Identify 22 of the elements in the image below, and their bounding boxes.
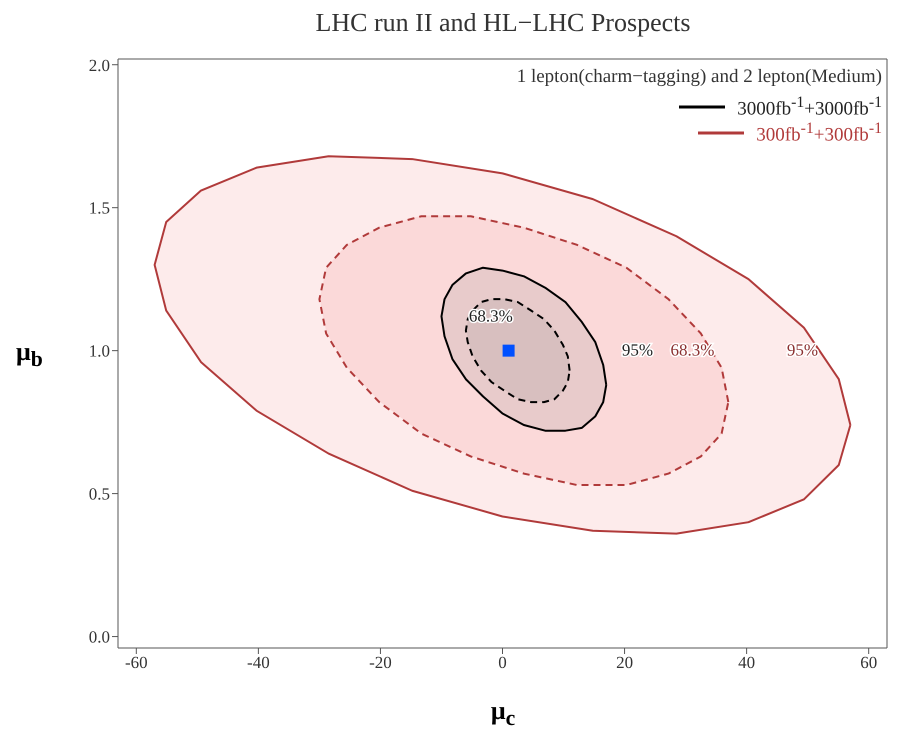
y-tick-label: 0.0 xyxy=(88,628,110,647)
y-tick-label: 2.0 xyxy=(88,56,110,75)
y-tick-label: 1.0 xyxy=(88,342,110,361)
x-tick-label: -40 xyxy=(247,653,270,672)
y-tick-label: 0.5 xyxy=(88,484,110,504)
x-tick-label: 40 xyxy=(738,653,756,672)
x-tick-label: 20 xyxy=(616,653,634,672)
x-tick-label: -60 xyxy=(124,653,148,672)
annotation: 95% xyxy=(622,340,654,360)
y-tick-label: 1.5 xyxy=(88,198,110,218)
annotation: 68.3% xyxy=(468,306,513,326)
annotation: 95% xyxy=(786,340,818,360)
x-tick-label: 0 xyxy=(498,653,507,672)
legend-label: 300fb$^{-1}$+300fb$^{-1}$ xyxy=(756,120,882,147)
y-axis-title: μ$_{b}$ xyxy=(16,337,43,372)
annotation: 68.3% xyxy=(670,340,714,360)
x-axis-title: μ$_{c}$ xyxy=(490,696,516,730)
legend-title: 1 lepton(charm−tagging) and 2 lepton(Medium) xyxy=(516,66,882,87)
x-tick-label: 60 xyxy=(860,653,878,672)
legend-label: 3000fb$^{-1}$+3000fb$^{-1}$ xyxy=(737,94,882,120)
chart-title: LHC run II and HL−LHC Prospects xyxy=(316,8,690,37)
x-tick-label: -20 xyxy=(369,653,392,672)
